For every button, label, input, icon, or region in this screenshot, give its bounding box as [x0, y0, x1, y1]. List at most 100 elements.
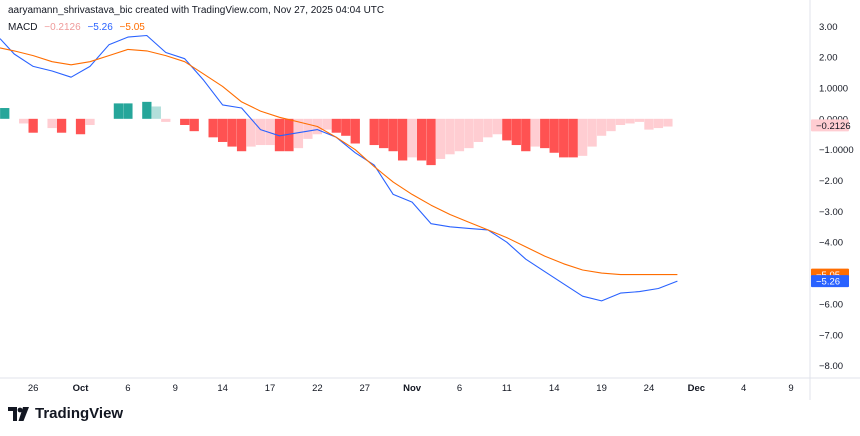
series-lines [0, 34, 678, 302]
histogram-bar [483, 118, 493, 138]
histogram-bar [416, 118, 427, 161]
x-tick-label: 27 [359, 383, 370, 394]
histogram-bar [123, 103, 133, 119]
histogram-bar [596, 118, 607, 136]
x-tick-label: Oct [73, 383, 90, 394]
histogram-bar [227, 118, 237, 147]
legend-label: MACD [8, 22, 38, 33]
histogram-bar [142, 101, 152, 119]
x-tick-label: 9 [173, 383, 178, 394]
x-tick-label: 6 [125, 383, 130, 394]
histogram-bar [625, 118, 635, 124]
histogram-bar [606, 118, 616, 132]
y-tick-label: −7.00 [819, 330, 843, 341]
histogram-bar [293, 118, 304, 149]
histogram-bar [322, 118, 332, 130]
x-tick-label: 6 [457, 383, 462, 394]
histogram-bar [492, 118, 503, 135]
histogram-bar [19, 118, 29, 124]
histogram-bar [0, 108, 10, 119]
x-tick-label: 11 [502, 383, 512, 394]
x-tick-label: 14 [549, 383, 560, 394]
x-tick-label: 19 [596, 383, 607, 394]
histogram-bar [85, 118, 95, 125]
macd-value-label-bg [811, 275, 849, 288]
histogram-bar [530, 118, 540, 147]
y-tick-label: −6.00 [819, 299, 843, 310]
tradingview-logo-icon [8, 406, 29, 421]
histogram-bar [379, 118, 389, 149]
histogram-bar [208, 118, 218, 138]
histogram-bar [511, 118, 521, 146]
histogram-bar [521, 118, 531, 152]
histogram-bar [113, 103, 124, 119]
indicator-legend[interactable]: MACD −0.2126 −5.26 −5.05 [8, 22, 149, 33]
y-tick-label: −1.0000 [819, 145, 854, 156]
histogram-bar [284, 118, 294, 152]
histogram-bar [236, 118, 247, 152]
y-tick-label: 1.0000 [819, 83, 848, 94]
histogram-bar [180, 118, 190, 125]
y-tick-label: −4.00 [819, 238, 843, 249]
x-tick-label: 4 [741, 383, 746, 394]
histogram-bar [28, 118, 38, 133]
histogram [0, 101, 673, 166]
histogram-bar [274, 118, 285, 152]
y-tick-label: 3.00 [819, 22, 838, 33]
macd-value-label: −5.26 [816, 277, 840, 288]
histogram-bar [464, 118, 474, 149]
tradingview-logo[interactable]: TradingView [8, 405, 123, 422]
legend-hist-value: −0.2126 [44, 22, 81, 33]
histogram-bar [265, 118, 275, 146]
histogram-bar [426, 118, 436, 166]
histogram-bar [47, 118, 57, 129]
histogram-bar [615, 118, 626, 125]
hist-value-label: −0.2126 [816, 121, 851, 132]
price-axis[interactable]: 3.002.001.00000.0000−1.0000−2.00−3.00−4.… [819, 22, 854, 372]
histogram-bar [568, 118, 578, 158]
chart-attribution: aaryamann_shrivastava_bic created with T… [8, 5, 385, 16]
x-tick-label: Nov [403, 383, 422, 394]
y-tick-label: −3.00 [819, 207, 843, 218]
brand-name: TradingView [35, 405, 124, 422]
histogram-bar [454, 118, 465, 152]
histogram-bar [56, 118, 67, 133]
legend-macd-value: −5.26 [87, 22, 113, 33]
histogram-bar [350, 118, 360, 144]
time-axis[interactable]: 26 Oct 6 9 14 17 22 27 Nov 6 11 14 19 24 Dec 4 9 [28, 383, 794, 394]
histogram-bar [303, 118, 313, 139]
histogram-bar [663, 118, 673, 127]
histogram-bar [435, 118, 446, 159]
x-tick-label: 9 [788, 383, 793, 394]
histogram-bar [502, 118, 512, 141]
histogram-bar [255, 118, 266, 146]
histogram-bar [369, 118, 379, 146]
histogram-bar [473, 118, 484, 142]
histogram-bar [587, 118, 597, 147]
signal-line [0, 47, 678, 276]
y-tick-label: −8.00 [819, 361, 843, 372]
histogram-bar [75, 118, 86, 135]
histogram-bar [189, 118, 199, 132]
x-tick-label: 22 [312, 383, 323, 394]
y-tick-label: −2.00 [819, 176, 843, 187]
histogram-bar [559, 118, 569, 158]
histogram-bar [341, 118, 351, 136]
histogram-bar [445, 118, 455, 155]
legend-signal-value: −5.05 [119, 22, 145, 33]
macd-line [0, 34, 678, 302]
x-tick-label: Dec [688, 383, 705, 394]
histogram-bar [407, 118, 417, 158]
histogram-bar [549, 118, 559, 153]
histogram-bar [161, 118, 171, 122]
grid [0, 0, 860, 400]
histogram-bar [653, 118, 664, 129]
macd-chart[interactable]: 3.002.001.00000.0000−1.0000−2.00−3.00−4.… [0, 0, 860, 400]
histogram-bar [217, 118, 228, 142]
hist-value-label-bg [811, 119, 849, 132]
histogram-bar [331, 118, 341, 133]
histogram-bar [397, 118, 408, 161]
x-tick-label: 17 [265, 383, 276, 394]
histogram-bar [246, 118, 256, 147]
x-tick-label: 26 [28, 383, 39, 394]
